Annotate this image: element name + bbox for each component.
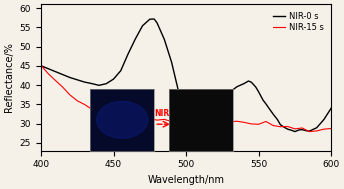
NIR-0 s: [242, 82, 246, 85]
NIR-15 s: [300, 127, 304, 129]
NIR-15 s: [213, 119, 217, 122]
NIR-15 s: [184, 119, 188, 121]
NIR-15 s: [308, 130, 312, 133]
NIR-15 s: [104, 109, 108, 112]
NIR-15 s: [227, 121, 232, 123]
NIR-15 s: [126, 111, 130, 113]
Text: NIR: NIR: [154, 109, 169, 118]
NIR-15 s: [198, 120, 203, 123]
NIR-0 s: [315, 127, 319, 129]
NIR-15 s: [206, 121, 210, 123]
NIR-0 s: [278, 124, 282, 126]
NIR-15 s: [278, 126, 282, 128]
NIR-15 s: [133, 115, 137, 117]
NIR-0 s: [261, 99, 265, 101]
NIR-15 s: [177, 122, 181, 124]
NIR-0 s: [198, 121, 203, 123]
NIR-0 s: [271, 113, 275, 115]
NIR-15 s: [148, 117, 152, 120]
NIR-0 s: [213, 104, 217, 107]
NIR-0 s: [140, 25, 144, 27]
NIR-15 s: [61, 86, 65, 88]
NIR-0 s: [39, 65, 43, 67]
NIR-0 s: [83, 81, 87, 83]
NIR-15 s: [242, 121, 246, 123]
NIR-0 s: [297, 129, 301, 131]
NIR-0 s: [170, 61, 174, 63]
NIR-15 s: [140, 117, 144, 119]
NIR-0 s: [257, 91, 261, 93]
NIR-15 s: [257, 123, 261, 125]
NIR-0 s: [304, 130, 309, 132]
NIR-0 s: [111, 78, 116, 80]
NIR-15 s: [191, 121, 195, 123]
NIR-0 s: [119, 70, 123, 72]
NIR-0 s: [68, 76, 72, 79]
NIR-0 s: [227, 91, 232, 93]
NIR-0 s: [155, 22, 159, 24]
Legend: NIR-0 s, NIR-15 s: NIR-0 s, NIR-15 s: [270, 8, 327, 36]
X-axis label: Wavelength/nm: Wavelength/nm: [148, 175, 225, 185]
NIR-0 s: [254, 86, 258, 88]
NIR-15 s: [90, 108, 94, 110]
NIR-0 s: [329, 107, 333, 109]
NIR-0 s: [97, 84, 101, 86]
NIR-0 s: [148, 18, 152, 20]
NIR-15 s: [329, 127, 333, 130]
NIR-0 s: [220, 98, 224, 100]
NIR-0 s: [196, 125, 200, 127]
NIR-0 s: [290, 129, 294, 132]
NIR-15 s: [39, 64, 43, 66]
NIR-0 s: [152, 18, 156, 20]
NIR-0 s: [235, 86, 239, 88]
NIR-0 s: [264, 103, 268, 105]
NIR-15 s: [322, 128, 326, 130]
NIR-0 s: [126, 53, 130, 55]
NIR-15 s: [235, 120, 239, 122]
NIR-0 s: [133, 38, 137, 40]
Line: NIR-0 s: NIR-0 s: [41, 19, 331, 132]
NIR-15 s: [155, 119, 159, 121]
NIR-15 s: [170, 120, 174, 123]
NIR-0 s: [283, 126, 287, 129]
NIR-0 s: [322, 118, 326, 121]
NIR-15 s: [249, 123, 254, 125]
NIR-0 s: [189, 125, 193, 127]
NIR-15 s: [68, 94, 72, 96]
NIR-0 s: [268, 109, 272, 111]
NIR-0 s: [53, 70, 57, 73]
NIR-15 s: [75, 100, 79, 102]
NIR-0 s: [246, 80, 250, 82]
NIR-15 s: [83, 103, 87, 106]
NIR-0 s: [293, 130, 297, 133]
NIR-0 s: [162, 38, 166, 40]
NIR-15 s: [97, 112, 101, 114]
NIR-0 s: [300, 129, 304, 131]
NIR-15 s: [315, 130, 319, 132]
NIR-0 s: [308, 130, 312, 132]
NIR-0 s: [206, 112, 210, 115]
NIR-0 s: [276, 119, 280, 121]
NIR-15 s: [119, 109, 123, 112]
Line: NIR-15 s: NIR-15 s: [41, 65, 331, 132]
NIR-15 s: [286, 125, 290, 128]
NIR-15 s: [220, 119, 224, 121]
NIR-15 s: [162, 118, 166, 121]
NIR-15 s: [46, 73, 50, 75]
NIR-0 s: [286, 128, 290, 130]
NIR-15 s: [111, 109, 116, 112]
NIR-15 s: [53, 79, 57, 82]
NIR-0 s: [191, 126, 195, 129]
NIR-0 s: [90, 82, 94, 85]
NIR-0 s: [249, 81, 254, 83]
NIR-15 s: [293, 128, 297, 130]
NIR-0 s: [104, 83, 108, 85]
NIR-15 s: [271, 124, 275, 127]
NIR-0 s: [184, 114, 188, 116]
Y-axis label: Reflectance/%: Reflectance/%: [4, 42, 14, 112]
NIR-0 s: [177, 91, 181, 94]
NIR-15 s: [264, 120, 268, 123]
